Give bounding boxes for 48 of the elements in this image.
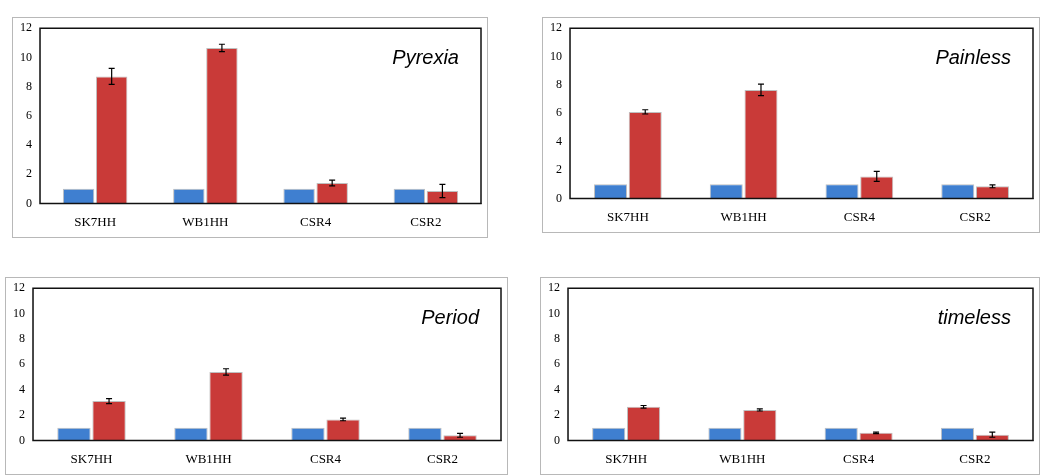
y-tick-label: 4 xyxy=(556,133,562,148)
x-tick-label: CSR4 xyxy=(309,450,342,466)
x-tick-label: CSR2 xyxy=(426,450,459,466)
y-tick-label: 10 xyxy=(13,305,25,320)
x-tick-label: WB1HH xyxy=(719,450,766,466)
x-tick-label: WB1HH xyxy=(720,208,767,224)
y-tick-label: 8 xyxy=(19,331,25,346)
y-tick-label: 4 xyxy=(19,381,25,396)
x-tick-label: CSR4 xyxy=(843,450,875,466)
x-tick-label: CSR4 xyxy=(300,213,332,229)
y-tick-label: 6 xyxy=(19,356,25,371)
y-tick-label: 12 xyxy=(20,20,32,35)
text: Pyrexia xyxy=(392,45,459,68)
text: timeless xyxy=(937,305,1011,328)
y-tick-label: 2 xyxy=(556,162,562,177)
y-tick-label: 0 xyxy=(26,195,32,210)
x-tick-label: SK7HH xyxy=(606,208,649,224)
y-tick-label: 2 xyxy=(26,166,32,181)
x-tick-label: SK7HH xyxy=(70,450,113,466)
y-tick-label: 10 xyxy=(548,305,560,320)
x-tick-label: CSR2 xyxy=(959,450,991,466)
y-tick-label: 12 xyxy=(548,280,560,295)
x-tick-label: WB1HH xyxy=(185,450,232,466)
y-tick-label: 0 xyxy=(554,432,560,447)
x-tick-label: CSR2 xyxy=(410,213,442,229)
y-tick-label: 0 xyxy=(556,190,562,205)
y-tick-label: 6 xyxy=(556,105,562,120)
y-tick-label: 2 xyxy=(19,407,25,422)
y-tick-label: 6 xyxy=(554,356,560,371)
y-tick-label: 12 xyxy=(13,280,25,295)
y-tick-label: 6 xyxy=(26,107,32,122)
text: Painless xyxy=(935,45,1011,68)
y-tick-label: 10 xyxy=(20,49,32,64)
y-tick-label: 4 xyxy=(554,381,560,396)
y-tick-label: 10 xyxy=(550,48,562,63)
y-tick-label: 8 xyxy=(554,331,560,346)
x-tick-label: CSR2 xyxy=(959,208,991,224)
x-tick-label: SK7HH xyxy=(74,213,117,229)
x-tick-label: SK7HH xyxy=(605,450,648,466)
x-tick-label: WB1HH xyxy=(182,213,229,229)
y-tick-label: 8 xyxy=(26,78,32,93)
text: Period xyxy=(421,305,480,328)
y-tick-label: 4 xyxy=(26,137,32,152)
y-tick-label: 0 xyxy=(19,432,25,447)
y-tick-label: 2 xyxy=(554,407,560,422)
y-tick-label: 8 xyxy=(556,77,562,92)
x-tick-label: CSR4 xyxy=(843,208,876,224)
y-tick-label: 12 xyxy=(550,20,562,35)
